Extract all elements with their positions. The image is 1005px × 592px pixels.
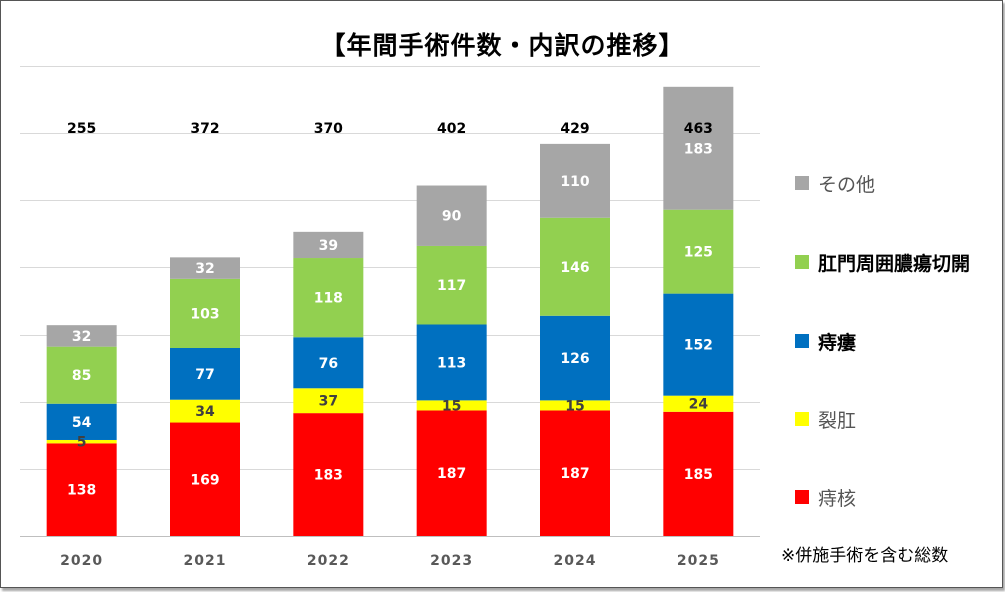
x-tick-label: 2025 [677,553,720,569]
bars [46,86,734,536]
bar-segment [540,315,610,401]
legend-label: その他 [818,173,876,196]
bar-segment [293,231,364,259]
x-tick-label: 2022 [307,553,350,569]
x-tick-label: 2023 [430,553,473,569]
bar-segment [293,388,364,414]
data-label: 5 [77,435,87,451]
bar-segment [663,209,734,294]
bar-segment [293,337,364,389]
legend-swatch [795,412,809,426]
bar-segment [416,324,487,401]
legend-swatch [795,334,809,348]
data-label: 118 [314,291,343,307]
data-label: 169 [190,472,219,488]
legend-item: 肛門周囲膿瘍切開 [795,249,970,275]
bar-segment [663,86,734,210]
data-label: 146 [560,260,589,276]
bar-segment [663,411,734,536]
x-tick-label: 2021 [184,553,227,569]
bar-segment [170,278,240,348]
data-label: 24 [689,397,709,413]
data-label: 37 [319,394,338,410]
bar-segment [46,439,117,444]
bar-segment [170,399,240,423]
total-label: 372 [190,121,219,137]
data-label: 152 [684,338,713,354]
legend-swatch [795,255,809,269]
total-label: 370 [314,121,343,137]
data-label: 34 [195,404,215,420]
legend-item: 裂肛 [795,406,856,432]
data-label: 183 [314,468,343,484]
data-label: 183 [684,141,713,157]
data-label: 77 [195,367,214,383]
legend-item: その他 [795,170,875,196]
data-label: 32 [195,261,214,277]
total-label: 255 [67,121,96,137]
bar-segment [540,217,610,316]
legend-label: 肛門周囲膿瘍切開 [818,252,971,275]
data-label: 187 [560,466,589,482]
data-label: 103 [190,306,219,322]
total-label: 402 [437,121,466,137]
bar-segment [416,410,487,536]
bar-segment [46,443,117,536]
total-labels: 255 372 370 402 429 463 [67,121,713,137]
data-label: 15 [442,398,461,414]
bar-segment [416,185,487,246]
bar-segment [46,346,117,404]
x-axis: 2020 2021 2022 2023 2024 2025 [60,553,720,569]
bar-segment [170,422,240,536]
data-label: 125 [684,245,713,261]
bar-segment [46,325,117,347]
data-label: 90 [442,209,462,225]
bar-segment [540,410,610,536]
legend-label: 痔核 [818,487,857,510]
data-label: 54 [72,415,92,431]
data-label: 113 [437,355,466,371]
bar-segment [663,395,734,412]
footnote: ※併施手術を含む総数 [781,546,949,566]
data-label: 110 [560,174,589,190]
legend-label: 裂肛 [818,409,857,432]
legend-item: 痔瘻 [795,328,856,354]
total-label: 429 [560,121,589,137]
legend-swatch [795,490,809,504]
bar-segment [293,258,364,338]
data-label: 187 [437,466,466,482]
data-label: 126 [560,351,589,367]
bar-segment [540,143,610,218]
x-tick-label: 2020 [60,553,103,569]
grid-lines [20,66,760,537]
data-label: 39 [319,238,338,254]
legend-swatch [795,176,809,190]
bar-segment [416,400,487,411]
data-label: 117 [437,278,466,294]
data-labels: 138 5 54 85 32 169 34 77 103 32 183 37 76 118 39 187 15 1… [67,141,713,498]
legend-item: 痔核 [795,484,856,510]
legend-label: 痔瘻 [818,331,857,354]
data-label: 15 [565,398,584,414]
bar-segment [416,245,487,325]
data-label: 185 [684,467,713,483]
bar-segment [170,348,240,400]
data-label: 32 [72,329,91,345]
chart-title: 【年間手術件数・内訳の推移】 [320,31,685,60]
bar-segment [293,413,364,536]
bar-segment [170,257,240,279]
total-label: 463 [684,121,713,137]
x-tick-label: 2024 [554,553,597,569]
bar-segment [663,293,734,396]
data-label: 76 [319,356,338,372]
data-label: 138 [67,483,96,499]
data-label: 85 [72,368,91,384]
bar-segment [46,403,117,440]
bar-segment [540,400,610,411]
